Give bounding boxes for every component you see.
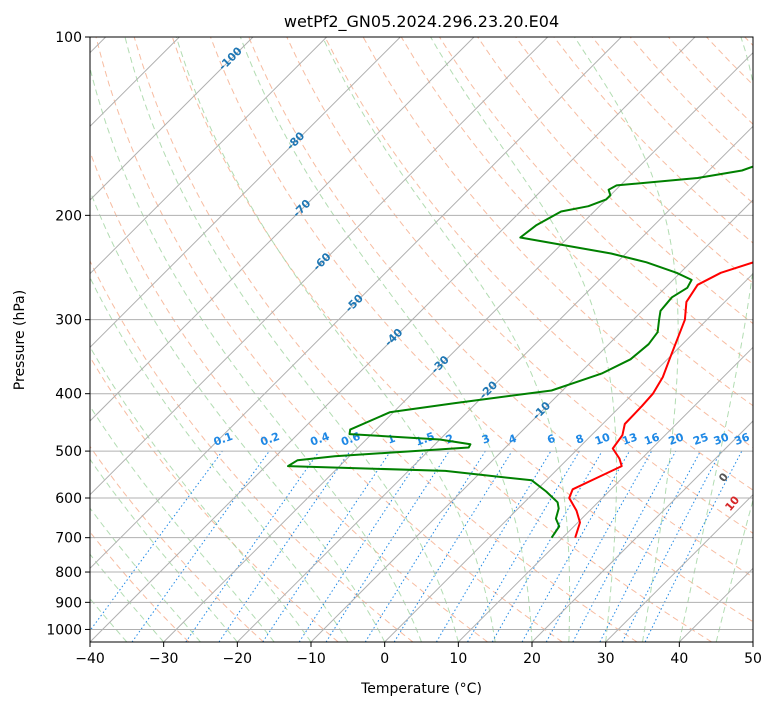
mixing-ratio-label: 6 <box>545 432 557 447</box>
dry-adiabat <box>210 37 753 623</box>
moist-adiabat <box>90 553 165 642</box>
chart-title: wetPf2_GN05.2024.296.23.20.E04 <box>284 12 559 32</box>
dewpoint-profile-line <box>287 165 753 539</box>
mixing-ratio-label: 0.2 <box>259 430 282 449</box>
isotherm-gridline <box>236 125 753 642</box>
isotherm-gridline <box>90 37 696 642</box>
mixing-ratio-line <box>545 450 653 642</box>
mixing-ratio-label: 0.4 <box>309 430 332 449</box>
y-tick-label: 300 <box>55 313 82 329</box>
mixing-ratio-line <box>644 450 743 642</box>
dry-adiabat <box>286 37 753 534</box>
x-tick-label: −30 <box>149 651 179 667</box>
y-tick-label: 1000 <box>46 622 82 638</box>
isotherm-gridline <box>90 37 401 349</box>
dry-adiabat <box>515 37 753 284</box>
dry-adiabat <box>90 445 264 642</box>
x-tick-label: 40 <box>670 651 688 667</box>
temperature-profile-line <box>568 261 753 539</box>
y-axis-label: Pressure (hPa) <box>12 290 28 390</box>
x-tick-label: 0 <box>380 651 389 667</box>
x-tick-label: −40 <box>75 651 105 667</box>
isotherm-gridline <box>531 420 753 642</box>
mixing-ratio-line <box>298 450 425 642</box>
x-tick-label: 30 <box>597 651 615 667</box>
mixing-ratio-label: 0.1 <box>212 430 235 449</box>
mixing-ratio-label: 16 <box>642 430 661 448</box>
mixing-ratio-label: 25 <box>691 431 710 448</box>
mixing-ratio-label: 3 <box>480 432 492 447</box>
moist-adiabat <box>322 37 571 642</box>
isotherm-gridline <box>90 37 549 496</box>
x-axis-label: Temperature (°C) <box>360 681 482 697</box>
mixing-ratio-label: 1 <box>385 432 397 447</box>
y-tick-label: 400 <box>55 387 82 403</box>
mixing-ratio-line <box>262 450 392 642</box>
mixing-ratio-label: 10 <box>593 430 612 448</box>
isotherm-gridline <box>384 272 753 642</box>
moist-adiabat <box>715 498 753 642</box>
moist-adiabat <box>175 37 496 642</box>
y-tick-label: 700 <box>55 531 82 547</box>
moist-adiabat <box>239 37 533 642</box>
dry-adiabat <box>90 356 339 642</box>
y-tick-label: 200 <box>55 208 82 224</box>
dry-adiabat <box>171 37 712 642</box>
y-tick-label: 600 <box>55 491 82 507</box>
mixing-ratio-line <box>521 450 630 642</box>
mixing-ratio-label: 4 <box>507 432 519 447</box>
moist-adiabat <box>574 37 679 642</box>
isotherm-gridline <box>90 37 475 422</box>
isotherm-gridline <box>457 346 753 642</box>
mixing-ratio-label: 30 <box>712 430 731 448</box>
dry-adiabat <box>133 37 638 642</box>
mixing-ratio-line <box>325 450 450 642</box>
axes: −40 −30 −20 −10 0 10 20 30 40 5010020030040050060… <box>46 30 762 667</box>
plot-area: -100-90-80-70-60-50-40-30-20-100.10.20.4… <box>90 37 753 642</box>
isotherm-gridline <box>90 37 622 570</box>
dry-adiabat <box>324 37 753 491</box>
mixing-ratio-line <box>218 450 351 642</box>
mixing-ratio-line <box>393 450 513 642</box>
dry-adiabat <box>90 259 414 642</box>
moist-adiabat <box>90 189 386 642</box>
moist-adiabat <box>124 37 459 642</box>
x-tick-label: −20 <box>223 651 253 667</box>
isotherm-gridline <box>310 199 753 642</box>
moist-adiabat <box>90 405 275 642</box>
isotherm-gridline <box>90 37 328 275</box>
moist-adiabat <box>90 597 128 642</box>
mixing-ratio-label: 13 <box>620 431 639 448</box>
x-tick-label: 50 <box>744 651 762 667</box>
isotherm-gridline <box>605 493 753 642</box>
mixing-ratio-line <box>572 450 677 642</box>
y-tick-label: 800 <box>55 565 82 581</box>
y-tick-label: 500 <box>55 444 82 460</box>
isotherm-gridline <box>163 51 753 642</box>
moist-adiabat <box>678 37 753 642</box>
mixing-ratio-line <box>131 450 270 642</box>
x-tick-label: 20 <box>523 651 541 667</box>
x-tick-label: −10 <box>296 651 326 667</box>
moist-adiabat <box>90 507 201 642</box>
dry-adiabat <box>248 37 753 578</box>
mixing-ratio-label: 36 <box>733 430 752 448</box>
x-tick-label: 10 <box>449 651 467 667</box>
plot-frame <box>89 36 754 643</box>
mixing-ratio-label: 8 <box>574 432 586 447</box>
mixing-ratio-line <box>90 450 223 632</box>
mixing-ratio-label: 2 <box>444 432 456 447</box>
y-tick-label: 900 <box>55 595 82 611</box>
moist-adiabat <box>430 37 617 642</box>
moist-adiabat <box>90 276 349 642</box>
moist-adiabat <box>90 458 238 642</box>
moist-adiabat <box>90 65 422 642</box>
y-tick-label: 100 <box>55 30 82 46</box>
dry-adiabat <box>95 37 563 642</box>
isotherm-gridline <box>90 37 254 201</box>
mixing-ratio-label: 20 <box>667 430 686 448</box>
mixing-ratio-line <box>185 450 320 642</box>
